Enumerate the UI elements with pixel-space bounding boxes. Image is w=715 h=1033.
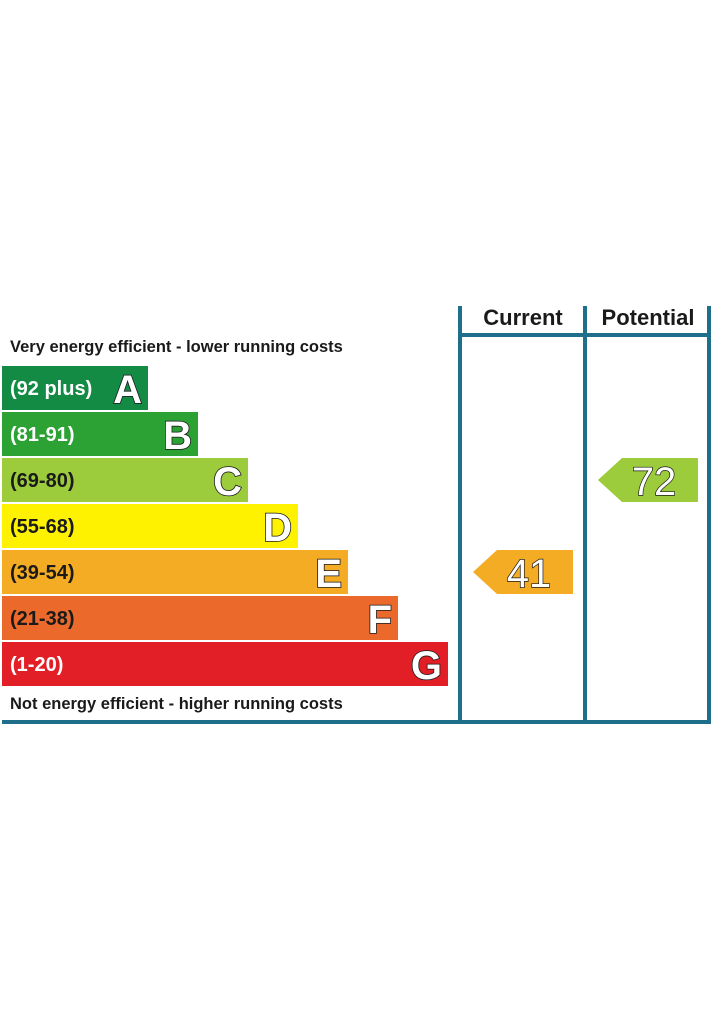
column-header-potential: Potential [602,305,695,330]
chart-frame [2,306,711,724]
band-bar-b [2,412,198,456]
band-range-a: (92 plus) [10,378,92,400]
band-letter-b: B [163,414,192,458]
band-bar-d [2,504,298,548]
rating-arrow-potential [598,458,698,502]
rating-markers: 41 72 [473,458,698,597]
band-range-e: (39-54) [10,562,74,584]
band-letter-a: A [113,368,142,412]
band-bar-a [2,366,148,410]
band-bar-e [2,550,348,594]
rating-arrow-current [473,550,573,594]
rating-value-potential: 72 [632,460,677,504]
band-range-d: (55-68) [10,516,74,538]
band-range-f: (21-38) [10,608,74,630]
bottom-caption: Not energy efficient - higher running co… [10,695,343,713]
band-range-b: (81-91) [10,424,74,446]
band-bar-c [2,458,248,502]
band-letter-f: F [368,598,392,642]
band-range-c: (69-80) [10,470,74,492]
band-bar-g [2,642,448,686]
band-bar-f [2,596,398,640]
column-header-current: Current [483,305,563,330]
top-caption: Very energy efficient - lower running co… [10,338,343,356]
band-range-g: (1-20) [10,654,63,676]
band-letter-g: G [411,644,442,688]
band-letter-c: C [213,460,242,504]
rating-bands: (92 plus) A (81-91) B (69-80) C (55-68) D (39-54… [2,366,448,689]
band-letter-d: D [263,506,292,550]
rating-value-current: 41 [507,552,552,596]
band-letter-e: E [315,552,342,596]
